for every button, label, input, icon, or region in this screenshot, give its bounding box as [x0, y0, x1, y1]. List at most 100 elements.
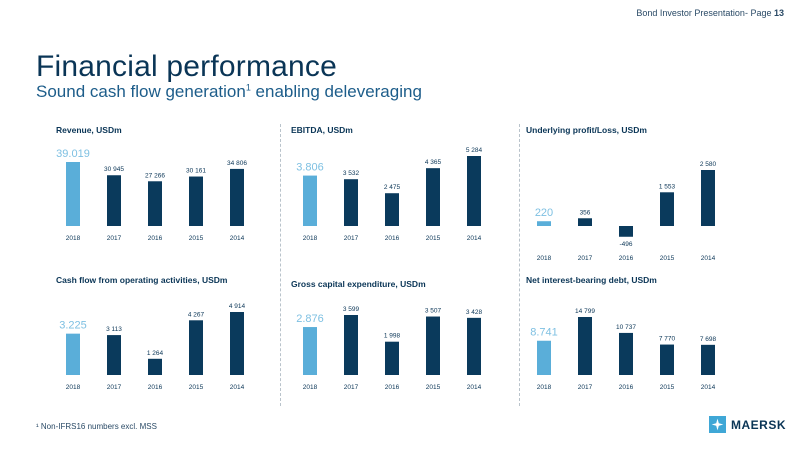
bar-2014 [467, 317, 481, 375]
bar-2018 [66, 333, 80, 375]
tick-label: 2014 [701, 255, 716, 262]
data-label: 220 [535, 207, 553, 219]
tick-label: 2018 [66, 384, 81, 391]
bar-2018 [537, 221, 551, 226]
chart-title: Gross capital expenditure, USDm [291, 279, 426, 289]
bar-2015 [189, 320, 203, 375]
tick-label: 2014 [701, 384, 716, 391]
tick-label: 2018 [537, 384, 552, 391]
tick-label: 2018 [303, 235, 318, 242]
data-label: 30 945 [104, 166, 124, 173]
presentation-label: Bond Investor Presentation- Page [636, 8, 772, 18]
tick-label: 2018 [537, 255, 552, 262]
data-label: 1 553 [659, 183, 676, 190]
bar-2014 [701, 170, 715, 226]
data-label: 3 113 [106, 326, 122, 333]
tick-label: 2016 [385, 235, 400, 242]
bar-2016 [148, 181, 162, 226]
data-label: 39.019 [56, 148, 90, 160]
tick-label: 2015 [660, 384, 675, 391]
data-label: 4 914 [229, 303, 246, 310]
data-label: 1 998 [384, 333, 401, 340]
bar-2014 [230, 168, 244, 226]
subtitle-text: Sound cash flow generation [36, 82, 246, 101]
bar-2014 [230, 312, 244, 375]
bar-2015 [426, 168, 440, 226]
tick-label: 2014 [467, 235, 482, 242]
tick-label: 2014 [230, 235, 245, 242]
tick-label: 2016 [619, 384, 634, 391]
maersk-logo: MAERSK [708, 416, 786, 433]
bar-2018 [66, 162, 80, 226]
data-label: 3.225 [59, 320, 87, 332]
bar-2016 [619, 226, 633, 237]
data-label: 2 475 [384, 184, 401, 191]
chart-title: Underlying profit/Loss, USDm [526, 125, 647, 135]
tick-label: 2015 [426, 384, 441, 391]
tick-label: 2017 [107, 235, 122, 242]
bar-2016 [619, 332, 633, 375]
chart-title: Net interest-bearing debt, USDm [526, 275, 657, 285]
data-label: 3 507 [425, 308, 442, 315]
data-label: 8.741 [530, 327, 558, 339]
bar-2017 [107, 335, 121, 375]
data-label: 356 [580, 209, 591, 216]
bar-2018 [537, 340, 551, 375]
bar-2014 [701, 344, 715, 375]
data-label: 10 737 [616, 324, 636, 331]
subtitle-rest: enabling deleveraging [250, 82, 422, 101]
bar-2016 [385, 193, 399, 226]
data-label: 7 698 [700, 336, 717, 343]
data-label: 2.876 [296, 313, 324, 325]
data-label: 3 599 [343, 306, 360, 313]
footnote: ¹ Non-IFRS16 numbers excl. MSS [36, 422, 157, 431]
tick-label: 2016 [148, 384, 163, 391]
tick-label: 2018 [66, 235, 81, 242]
data-label: 4 267 [188, 311, 205, 318]
tick-label: 2014 [230, 384, 245, 391]
bar-2018 [303, 327, 317, 375]
data-label: 3 428 [466, 309, 483, 316]
chart-title: EBITDA, USDm [291, 125, 353, 135]
bar-2015 [660, 344, 674, 375]
bar-2016 [385, 341, 399, 375]
page-title: Financial performance [36, 50, 338, 83]
tick-label: 2017 [344, 235, 359, 242]
page-subtitle: Sound cash flow generation1 enabling del… [36, 82, 422, 102]
data-label: 5 284 [466, 147, 483, 154]
data-label: 7 770 [659, 336, 676, 343]
data-label: 14 799 [575, 308, 595, 315]
bar-2017 [107, 175, 121, 226]
data-label: 30 161 [186, 168, 206, 175]
tick-label: 2017 [344, 384, 359, 391]
star-icon [708, 416, 726, 433]
tick-label: 2016 [148, 235, 163, 242]
bar-2017 [344, 315, 358, 375]
bar-2018 [303, 175, 317, 226]
data-label: 2 580 [700, 161, 717, 168]
bar-2015 [660, 192, 674, 226]
tick-label: 2017 [107, 384, 122, 391]
page-number: 13 [773, 8, 784, 18]
bar-2017 [578, 317, 592, 375]
logo-text: MAERSK [730, 417, 786, 432]
data-label: 4 365 [425, 159, 442, 166]
bar-2015 [426, 316, 440, 375]
chart-title: Revenue, USDm [56, 125, 122, 135]
tick-label: 2017 [578, 384, 593, 391]
page-header: Bond Investor Presentation- Page 13 [636, 8, 784, 18]
bar-2016 [148, 358, 162, 375]
data-label: 3.806 [296, 162, 324, 174]
tick-label: 2018 [303, 384, 318, 391]
tick-label: 2015 [189, 235, 204, 242]
tick-label: 2016 [385, 384, 400, 391]
tick-label: 2016 [619, 255, 634, 262]
data-label: 1 264 [147, 350, 164, 357]
data-label: 3 532 [343, 170, 360, 177]
data-label: -496 [619, 241, 632, 248]
tick-label: 2015 [189, 384, 204, 391]
bar-2014 [467, 156, 481, 226]
tick-label: 2014 [467, 384, 482, 391]
bar-2015 [189, 176, 203, 226]
